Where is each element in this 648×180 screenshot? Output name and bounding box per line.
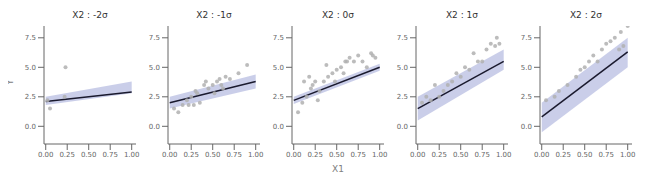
svg-text:1.00: 1.00 (496, 151, 512, 159)
svg-text:0.25: 0.25 (431, 151, 447, 159)
svg-text:0.50: 0.50 (453, 151, 469, 159)
svg-text:0.00: 0.00 (286, 151, 302, 159)
svg-text:0.0: 0.0 (397, 123, 408, 131)
svg-text:0.75: 0.75 (226, 151, 242, 159)
svg-text:Y: Y (8, 79, 15, 86)
svg-text:0.50: 0.50 (205, 151, 221, 159)
html-text:X2 : 1σ: X2 : 1σ (446, 10, 478, 20)
svg-text:0.75: 0.75 (598, 151, 614, 159)
html-text:X2 : 2σ: X2 : 2σ (570, 10, 602, 20)
svg-text:0.00: 0.00 (534, 151, 550, 159)
svg-text:1.00: 1.00 (372, 151, 388, 159)
svg-text:5.0: 5.0 (397, 64, 408, 72)
svg-text:7.5: 7.5 (25, 34, 36, 42)
svg-text:0.50: 0.50 (329, 151, 345, 159)
svg-text:5.0: 5.0 (149, 64, 160, 72)
svg-text:0.0: 0.0 (521, 123, 532, 131)
svg-text:5.0: 5.0 (273, 64, 284, 72)
svg-text:1.00: 1.00 (620, 151, 636, 159)
svg-text:5.0: 5.0 (521, 64, 532, 72)
svg-text:0.50: 0.50 (81, 151, 97, 159)
svg-text:0.00: 0.00 (162, 151, 178, 159)
svg-text:2.5: 2.5 (397, 93, 408, 101)
svg-text:0.00: 0.00 (410, 151, 426, 159)
html-text:X2 : -2σ: X2 : -2σ (72, 10, 108, 20)
svg-text:0.75: 0.75 (350, 151, 366, 159)
svg-text:2.5: 2.5 (273, 93, 284, 101)
svg-text:0.75: 0.75 (474, 151, 490, 159)
svg-text:7.5: 7.5 (521, 34, 532, 42)
svg-text:X1: X1 (332, 164, 344, 172)
svg-text:7.5: 7.5 (273, 34, 284, 42)
svg-text:5.0: 5.0 (25, 64, 36, 72)
svg-text:1.00: 1.00 (124, 151, 140, 159)
svg-text:2.5: 2.5 (25, 93, 36, 101)
svg-text:0.25: 0.25 (59, 151, 75, 159)
svg-text:7.5: 7.5 (397, 34, 408, 42)
svg-text:2.5: 2.5 (521, 93, 532, 101)
svg-text:0.50: 0.50 (577, 151, 593, 159)
svg-text:7.5: 7.5 (149, 34, 160, 42)
svg-text:0.25: 0.25 (307, 151, 323, 159)
svg-text:0.0: 0.0 (25, 123, 36, 131)
svg-text:2.5: 2.5 (149, 93, 160, 101)
svg-text:0.00: 0.00 (38, 151, 54, 159)
svg-text:0.75: 0.75 (102, 151, 118, 159)
svg-text:1.00: 1.00 (248, 151, 264, 159)
html-text:X2 : 0σ: X2 : 0σ (322, 10, 354, 20)
svg-text:0.25: 0.25 (183, 151, 199, 159)
svg-text:0.25: 0.25 (555, 151, 571, 159)
html-text:X2 : -1σ: X2 : -1σ (196, 10, 232, 20)
svg-text:0.0: 0.0 (149, 123, 160, 131)
svg-text:0.0: 0.0 (273, 123, 284, 131)
